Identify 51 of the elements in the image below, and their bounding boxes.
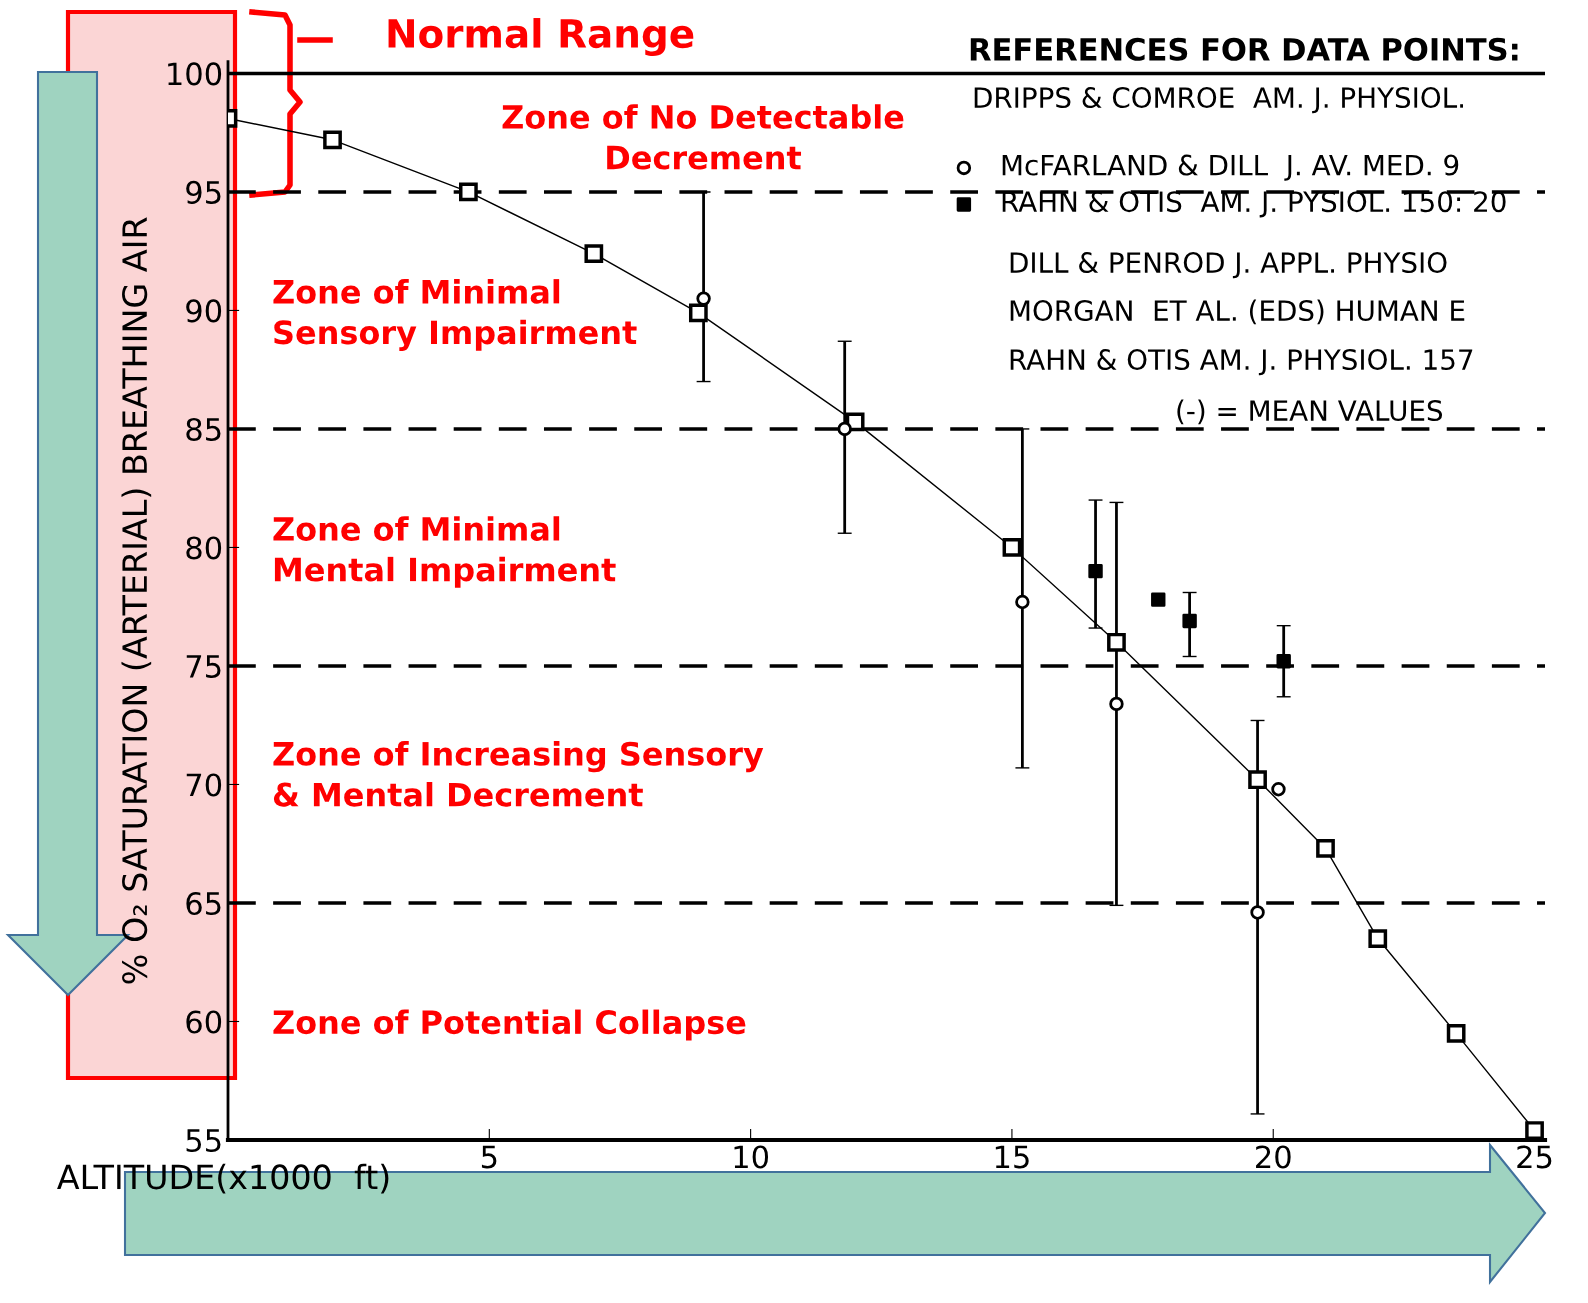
point <box>1276 654 1291 669</box>
point <box>1525 1121 1544 1140</box>
annotation: Zone of Minimal Sensory Impairment <box>273 279 637 351</box>
y-axis-title: % O₂ SATURATION (ARTERIAL) BREATHING AIR <box>121 217 152 984</box>
x-tick-label: 20 <box>1256 1145 1291 1169</box>
point <box>1088 563 1103 579</box>
x-tick-label: 25 <box>1517 1145 1552 1169</box>
x-tick-label: 5 <box>481 1145 497 1169</box>
point <box>1002 538 1022 557</box>
point <box>1368 929 1388 948</box>
annotation: DRIPPS & COMROE AM. J. PHYSIOL. <box>974 87 1464 114</box>
y-tick-label: 55 <box>186 1129 221 1153</box>
y-tick-label: 100 <box>168 62 222 86</box>
point <box>459 182 478 202</box>
annotation: MORGAN ET AL. (EDS) HUMAN E <box>1010 299 1465 325</box>
point <box>1250 905 1265 920</box>
point <box>688 303 708 323</box>
point <box>323 130 342 150</box>
y-tick-label: 75 <box>186 655 221 679</box>
annotation: Zone of No Detectable Decrement <box>502 104 904 170</box>
point <box>584 244 604 263</box>
annotation: DILL & PENROD J. APPL. PHYSIO <box>1010 252 1447 279</box>
annotation: Zone of Minimal Mental Impairment <box>273 516 616 588</box>
y-tick-label: 90 <box>186 299 222 323</box>
y-tick-label: 85 <box>186 417 221 441</box>
point <box>1109 696 1124 712</box>
y-tick-label: 70 <box>186 773 222 797</box>
legend-label: McFARLAND & DILL J. AV. MED. 9 <box>1002 154 1459 181</box>
x-tick-label: 10 <box>734 1145 769 1169</box>
x-axis-title: ALTITUDE(x1000 ft) <box>57 1163 389 1194</box>
y-tick-label: 60 <box>186 1010 222 1034</box>
point <box>1446 1023 1466 1043</box>
point <box>1271 782 1286 797</box>
point <box>1107 632 1126 652</box>
y-tick-label: 95 <box>186 180 221 204</box>
point <box>696 291 711 306</box>
annotation: (-) = MEAN VALUES <box>1177 399 1443 425</box>
annotation: Zone of Potential Collapse <box>273 1009 746 1041</box>
text: REFERENCES FOR DATA POINTS: <box>970 37 1518 61</box>
point <box>1151 592 1166 607</box>
annotation: Zone of Increasing Sensory & Mental Decrement <box>273 741 764 807</box>
annotation: RAHN & OTIS AM. J. PHYSIOL. 157 <box>1010 349 1473 376</box>
point <box>1015 594 1030 610</box>
point <box>1316 839 1335 858</box>
x-tick-label: 15 <box>995 1145 1029 1169</box>
point <box>1248 770 1267 790</box>
point <box>837 421 852 437</box>
text: Normal Range <box>388 18 694 56</box>
y-tick-label: 65 <box>186 891 221 916</box>
y-tick-label: 80 <box>186 536 222 560</box>
point <box>1182 613 1197 629</box>
